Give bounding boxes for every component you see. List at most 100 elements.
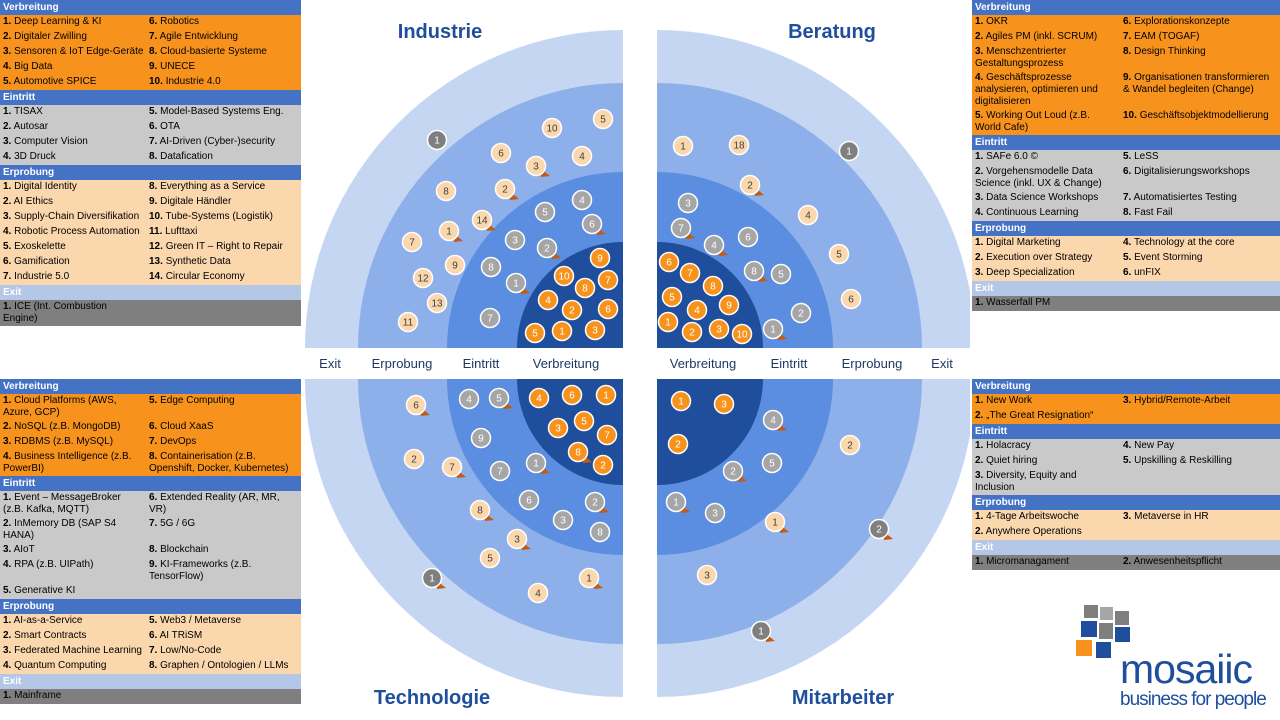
blip[interactable]: 6 [581,213,607,236]
blip[interactable]: 7 [441,456,467,479]
blip[interactable]: 1 [672,135,694,157]
blip[interactable]: 2 [494,178,520,201]
blip[interactable]: 3 [525,155,551,178]
blip[interactable]: 4 [762,409,788,432]
blip[interactable]: 4 [537,289,559,311]
blip[interactable]: 3 [506,528,532,551]
blip[interactable]: 8 [435,180,457,202]
blip[interactable]: 2 [536,237,562,260]
blip[interactable]: 4 [797,204,819,226]
blip[interactable]: 5 [488,387,514,410]
blip[interactable]: 2 [403,448,425,470]
blip[interactable]: 7 [597,269,619,291]
blip[interactable]: 1 [505,272,531,295]
blip[interactable]: 1 [657,311,679,333]
blip[interactable]: 1 [578,567,604,590]
blip[interactable]: 3 [552,509,574,531]
blip[interactable]: 8 [702,275,724,297]
blip-marker [547,417,569,439]
blip[interactable]: 4 [703,234,729,257]
blip[interactable]: 12 [412,267,434,289]
blip[interactable]: 8 [589,521,611,543]
blip[interactable]: 6 [597,298,619,320]
blip[interactable]: 6 [658,251,680,273]
blip[interactable]: 2 [739,174,765,197]
blip[interactable]: 4 [527,582,549,604]
blip[interactable]: 2 [667,433,689,455]
blip[interactable]: 7 [401,231,423,253]
blip[interactable]: 5 [524,322,546,344]
blip[interactable]: 7 [679,262,701,284]
blip[interactable]: 3 [677,192,699,214]
list-item-label: Cloud XaaS [160,421,214,432]
blip[interactable]: 10 [553,265,575,287]
blip[interactable]: 1 [750,620,776,643]
blip[interactable]: 1 [762,318,788,341]
blip[interactable]: 6 [518,489,540,511]
blip[interactable]: 1 [665,491,691,514]
blip[interactable]: 5 [761,452,783,474]
blip[interactable]: 1 [551,320,573,342]
blip[interactable]: 3 [547,417,569,439]
blip[interactable]: 5 [573,410,595,432]
blip[interactable]: 6 [490,142,512,164]
blip[interactable]: 8 [574,277,596,299]
blip[interactable]: 5 [770,263,792,285]
blip[interactable]: 18 [728,134,750,156]
blip[interactable]: 9 [718,294,740,316]
blip[interactable]: 6 [561,384,583,406]
blip[interactable]: 9 [444,254,466,276]
blip[interactable]: 7 [479,307,501,329]
blip[interactable]: 11 [397,311,419,333]
blip[interactable]: 10 [541,117,563,139]
blip[interactable]: 7 [670,217,696,240]
blip[interactable]: 8 [743,260,769,283]
blip[interactable]: 8 [480,256,502,278]
blip[interactable]: 2 [722,460,748,483]
blip[interactable]: 1 [838,140,860,162]
blip[interactable]: 1 [426,129,448,151]
blip[interactable]: 5 [479,547,501,569]
blip[interactable]: 10 [731,323,753,345]
blip[interactable]: 2 [561,299,583,321]
blip[interactable]: 13 [426,292,448,314]
blip[interactable]: 5 [592,108,614,130]
blip[interactable]: 14 [471,209,497,232]
blip[interactable]: 8 [567,441,593,464]
blip[interactable]: 1 [421,567,447,590]
blip[interactable]: 2 [592,454,614,476]
blip[interactable]: 2 [681,321,703,343]
blip[interactable]: 3 [708,318,730,340]
blip[interactable]: 4 [528,387,550,409]
blip[interactable]: 7 [596,424,618,446]
blip[interactable]: 4 [571,189,593,211]
blip[interactable]: 5 [534,201,556,223]
panel-mitarbeiter: Verbreitung 1. New Work 3. Hybrid/Remote-A… [972,379,1280,570]
blip[interactable]: 1 [438,220,464,243]
blip[interactable]: 9 [470,427,492,449]
blip[interactable]: 9 [589,247,611,269]
blip[interactable]: 6 [840,288,862,310]
blip[interactable]: 5 [661,286,683,308]
blip[interactable]: 1 [595,384,617,406]
blip[interactable]: 3 [696,564,718,586]
blip[interactable]: 3 [584,319,606,341]
blip[interactable]: 2 [868,518,894,541]
blip[interactable]: 1 [525,452,551,475]
blip[interactable]: 2 [790,302,812,324]
blip[interactable]: 8 [469,499,495,522]
blip[interactable]: 1 [670,390,692,412]
blip[interactable]: 1 [764,511,790,534]
blip[interactable]: 6 [737,226,759,248]
blip[interactable]: 2 [839,434,861,456]
blip[interactable]: 2 [584,491,610,514]
blip[interactable]: 4 [458,388,480,410]
blip[interactable]: 4 [686,299,708,321]
blip[interactable]: 6 [405,394,431,417]
blip[interactable]: 3 [704,502,726,524]
blip[interactable]: 3 [713,393,735,415]
blip[interactable]: 5 [828,243,850,265]
blip[interactable]: 4 [571,145,593,167]
blip[interactable]: 7 [489,460,511,482]
blip[interactable]: 3 [504,229,526,251]
